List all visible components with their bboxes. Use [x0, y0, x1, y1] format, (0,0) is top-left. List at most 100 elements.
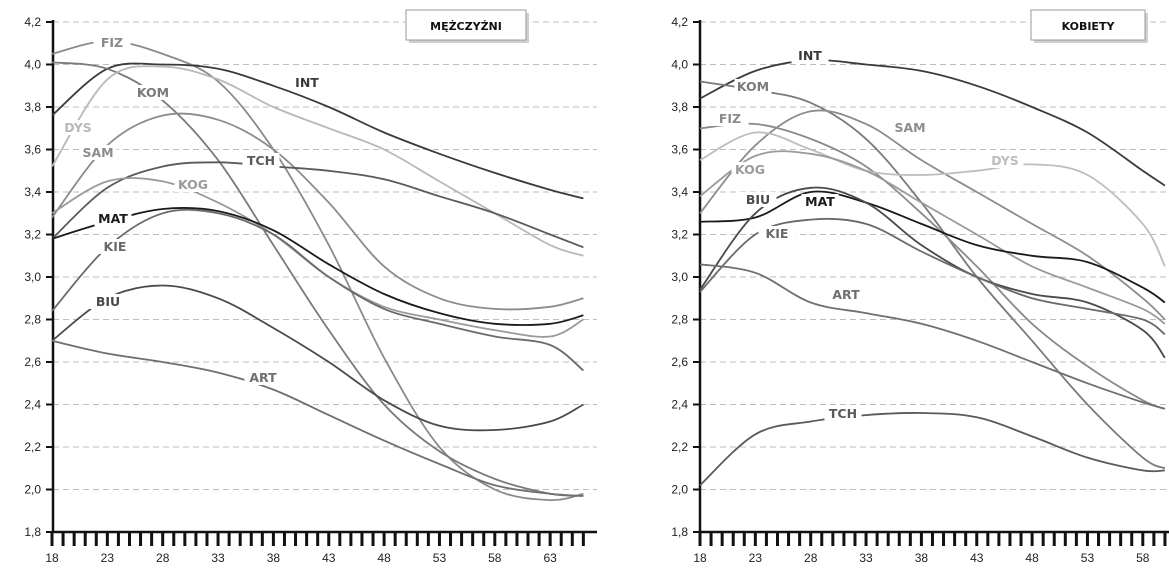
series-label-bg [94, 211, 132, 226]
series-label-bg [288, 75, 326, 90]
y-tick-label: 3,4 [671, 185, 688, 199]
series-label-bg [134, 85, 172, 100]
series-label-int: INT [295, 75, 319, 90]
x-tick-label: 28 [804, 551, 818, 565]
series-label-biu: BIU [746, 192, 770, 207]
x-tick-label: 38 [267, 551, 281, 565]
y-tick-label: 3,2 [24, 228, 41, 242]
y-tick-label: 3,0 [671, 270, 688, 284]
series-line-kog [699, 150, 1166, 325]
y-tick-label: 3,0 [24, 270, 41, 284]
y-tick-label: 3,8 [24, 100, 41, 114]
series-label-bg [96, 239, 134, 254]
x-tick-label: 48 [1025, 551, 1039, 565]
y-tick-label: 4,0 [671, 58, 688, 72]
series-label-mat: MAT [98, 211, 128, 226]
y-tick-label: 2,4 [671, 398, 688, 412]
series-label-bg [758, 226, 796, 241]
x-tick-label: 58 [1136, 551, 1150, 565]
series-line-kie [699, 217, 1166, 336]
series-label-bg [711, 111, 749, 126]
series-line-dys [51, 65, 584, 257]
series-label-bg [791, 48, 829, 63]
series-line-art [51, 339, 584, 497]
series-label-biu: BIU [96, 294, 120, 309]
series-label-kie: KIE [104, 239, 127, 254]
x-tick-label: 43 [322, 551, 336, 565]
y-tick-label: 3,4 [24, 185, 41, 199]
y-tick-label: 2,2 [671, 440, 688, 454]
x-tick-label: 33 [211, 551, 225, 565]
series-label-bg [739, 192, 777, 207]
y-tick-label: 2,6 [671, 355, 688, 369]
series-line-dys [699, 131, 1166, 267]
y-tick-label: 4,2 [671, 15, 688, 29]
series-label-tch: TCH [829, 406, 857, 421]
series-label-bg [827, 287, 865, 302]
series-label-sam: SAM [894, 120, 925, 135]
series-label-int: INT [798, 48, 822, 63]
series-label-dys: DYS [64, 120, 92, 135]
series-label-bg [174, 177, 212, 192]
y-tick-label: 2,4 [24, 398, 41, 412]
y-tick-label: 2,0 [671, 483, 688, 497]
series-label-bg [93, 35, 131, 50]
x-tick-label: 48 [377, 551, 391, 565]
series-label-bg [734, 79, 772, 94]
series-line-sam [51, 112, 584, 311]
series-line-mat [51, 207, 584, 326]
series-label-bg [891, 120, 929, 135]
y-tick-label: 1,8 [671, 525, 688, 539]
series-line-art [699, 263, 1166, 410]
series-label-bg [824, 406, 862, 421]
x-tick-label: 63 [543, 551, 557, 565]
series-label-bg [801, 194, 839, 209]
series-label-bg [731, 162, 769, 177]
series-label-kom: KOM [737, 79, 769, 94]
series-label-bg [242, 153, 280, 168]
y-tick-label: 2,8 [671, 313, 688, 327]
x-tick-label: 23 [101, 551, 115, 565]
series-label-mat: MAT [805, 194, 835, 209]
series-label-bg [986, 153, 1024, 168]
series-line-mat [699, 190, 1166, 304]
x-tick-label: 33 [859, 551, 873, 565]
y-tick-label: 2,8 [24, 313, 41, 327]
series-label-bg [89, 294, 127, 309]
series-line-sam [699, 109, 1166, 321]
series-label-art: ART [249, 370, 277, 385]
series-label-kom: KOM [137, 85, 169, 100]
series-line-kom [699, 80, 1166, 470]
series-label-art: ART [832, 287, 860, 302]
series-line-biu [699, 186, 1166, 359]
panel-title: KOBIETY [1062, 20, 1116, 33]
panel-title: MĘŻCZYŹNI [430, 19, 502, 33]
y-tick-label: 2,6 [24, 355, 41, 369]
x-tick-label: 18 [45, 551, 59, 565]
series-line-biu [51, 284, 584, 432]
x-tick-label: 53 [1081, 551, 1095, 565]
series-line-tch [699, 412, 1165, 486]
panel-mężczyźni: 1,8 2,0 2,2 2,4 2,6 2,8 3,0 3,2 3,4 3,6 3,8 4,0 4,2 1… [24, 9, 597, 565]
series-line-fiz [51, 40, 584, 502]
title-box [1030, 9, 1146, 41]
y-tick-label: 3,6 [671, 143, 688, 157]
x-tick-label: 23 [749, 551, 763, 565]
x-tick-label: 28 [156, 551, 170, 565]
y-tick-label: 2,0 [24, 483, 41, 497]
series-label-bg [59, 120, 97, 135]
series-label-dys: DYS [991, 153, 1019, 168]
series-line-kie [51, 208, 584, 372]
series-label-kog: KOG [178, 177, 208, 192]
y-tick-label: 3,2 [671, 228, 688, 242]
y-tick-label: 2,2 [24, 440, 41, 454]
series-line-int [699, 59, 1166, 187]
y-tick-label: 4,0 [24, 58, 41, 72]
x-tick-label: 58 [488, 551, 502, 565]
x-tick-label: 38 [915, 551, 929, 565]
x-tick-label: 43 [970, 551, 984, 565]
series-line-tch [51, 161, 584, 249]
series-label-tch: TCH [247, 153, 275, 168]
